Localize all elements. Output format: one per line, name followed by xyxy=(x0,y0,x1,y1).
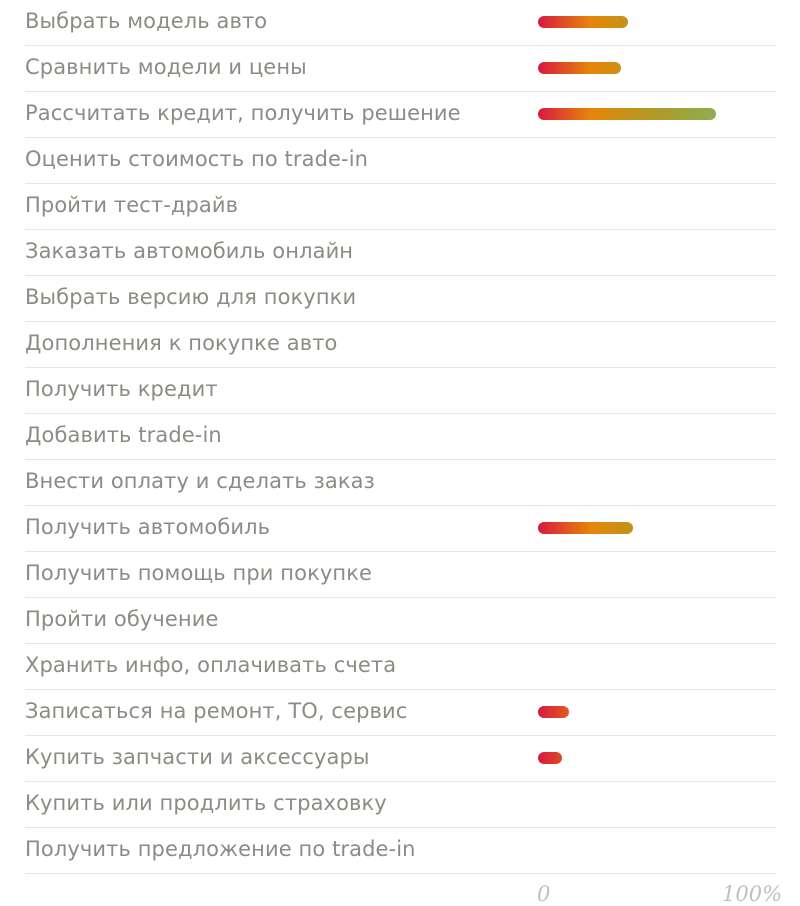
chart-row: Выбрать модель авто xyxy=(25,0,776,46)
chart-row: Дополнения к покупке авто xyxy=(25,322,776,368)
category-label: Получить автомобиль xyxy=(25,515,271,539)
chart-row: Рассчитать кредит, получить решение xyxy=(25,92,776,138)
bar xyxy=(538,522,633,534)
bar-gradient-fill xyxy=(538,62,621,74)
chart-row: Сравнить модели и цены xyxy=(25,46,776,92)
bar xyxy=(538,16,629,28)
chart-row: Хранить инфо, оплачивать счета xyxy=(25,644,776,690)
category-label: Сравнить модели и цены xyxy=(25,55,307,79)
chart-row: Получить помощь при покупке xyxy=(25,552,776,598)
bar-gradient-fill xyxy=(538,752,562,764)
bar xyxy=(538,706,569,718)
category-label: Записаться на ремонт, ТО, сервис xyxy=(25,699,408,723)
category-label: Купить запчасти и аксессуары xyxy=(25,745,370,769)
bar-gradient-fill xyxy=(538,16,629,28)
chart-row: Записаться на ремонт, ТО, сервис xyxy=(25,690,776,736)
chart-row: Купить или продлить страховку xyxy=(25,782,776,828)
category-label: Оценить стоимость по trade-in xyxy=(25,147,369,171)
category-label: Хранить инфо, оплачивать счета xyxy=(25,653,397,677)
chart-row: Оценить стоимость по trade-in xyxy=(25,138,776,184)
category-label: Рассчитать кредит, получить решение xyxy=(25,101,461,125)
category-label: Пройти обучение xyxy=(25,607,219,631)
bar-gradient-fill xyxy=(538,108,716,120)
chart-row: Заказать автомобиль онлайн xyxy=(25,230,776,276)
category-label: Заказать автомобиль онлайн xyxy=(25,239,354,263)
bar xyxy=(538,62,621,74)
chart-row: Добавить trade-in xyxy=(25,414,776,460)
chart-row: Пройти обучение xyxy=(25,598,776,644)
x-tick-label-min: 0 xyxy=(537,882,551,906)
category-label: Выбрать версию для покупки xyxy=(25,285,357,309)
bar xyxy=(538,752,562,764)
bar xyxy=(538,108,716,120)
x-tick-label-max: 100% xyxy=(722,882,783,906)
category-label: Получить предложение по trade-in xyxy=(25,837,416,861)
category-label: Купить или продлить страховку xyxy=(25,791,387,815)
category-label: Внести оплату и сделать заказ xyxy=(25,469,375,493)
chart-row: Купить запчасти и аксессуары xyxy=(25,736,776,782)
category-label: Выбрать модель авто xyxy=(25,9,268,33)
chart-row: Получить предложение по trade-in xyxy=(25,828,776,874)
category-label: Дополнения к покупке авто xyxy=(25,331,338,355)
category-label: Добавить trade-in xyxy=(25,423,222,447)
chart-row: Внести оплату и сделать заказ xyxy=(25,460,776,506)
category-label: Получить помощь при покупке xyxy=(25,561,373,585)
chart-row: Пройти тест-драйв xyxy=(25,184,776,230)
chart-row: Получить автомобиль xyxy=(25,506,776,552)
category-label: Получить кредит xyxy=(25,377,218,401)
category-label: Пройти тест-драйв xyxy=(25,193,239,217)
bar-gradient-fill xyxy=(538,706,569,718)
bar-gradient-fill xyxy=(538,522,633,534)
chart-row: Получить кредит xyxy=(25,368,776,414)
chart-row: Выбрать версию для покупки xyxy=(25,276,776,322)
